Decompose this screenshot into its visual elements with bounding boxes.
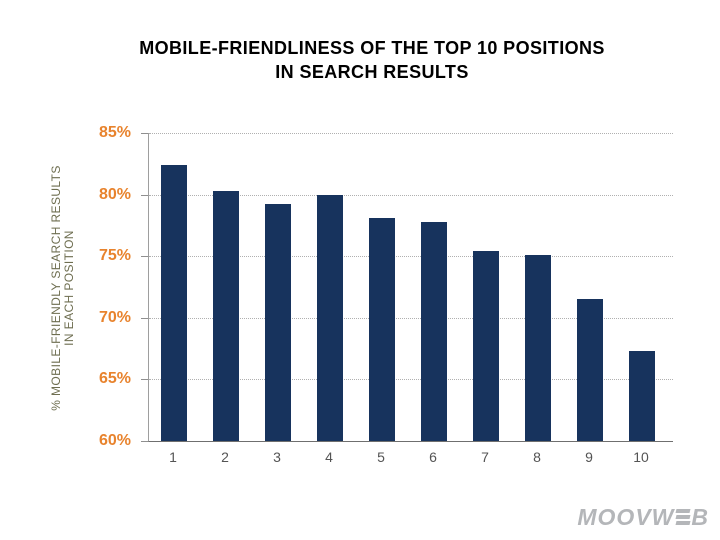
gridline-75 <box>149 256 673 258</box>
y-tick-mark-70 <box>141 317 148 319</box>
y-tick-label-65: 65% <box>98 370 131 388</box>
x-tick-label-2: 2 <box>221 449 229 465</box>
y-tick-label-60: 60% <box>98 432 131 449</box>
y-tick-mark-60 <box>141 441 148 442</box>
y-tick-label-70: 70% <box>98 308 131 326</box>
x-tick-label-8: 8 <box>533 449 541 465</box>
x-tick-label-10: 10 <box>633 449 649 465</box>
y-tick-mark-75 <box>141 256 148 258</box>
gridline-65 <box>149 379 673 381</box>
y-tick-label-80: 80% <box>98 185 131 203</box>
bar-position-1 <box>161 165 187 441</box>
y-tick-mark-65 <box>141 379 148 381</box>
bar-position-8 <box>525 254 551 441</box>
gridline-80 <box>149 194 673 196</box>
logo-text-after: B <box>691 504 709 530</box>
bar-position-7 <box>473 251 499 441</box>
chart-title: MOBILE-FRIENDLINESS OF THE TOP 10 POSITI… <box>24 36 720 84</box>
logo-e-bars-icon <box>675 509 691 525</box>
x-tick-label-5: 5 <box>377 449 385 465</box>
bar-position-10 <box>629 351 655 441</box>
bar-position-5 <box>369 218 395 441</box>
x-tick-label-1: 1 <box>169 449 177 465</box>
x-tick-label-7: 7 <box>481 449 489 465</box>
gridline-85 <box>149 133 673 134</box>
bar-position-9 <box>577 299 603 441</box>
y-tick-label-75: 75% <box>98 247 131 265</box>
x-tick-label-9: 9 <box>585 449 593 465</box>
y-tick-label-85: 85% <box>98 124 131 141</box>
x-tick-label-4: 4 <box>325 449 333 465</box>
y-tick-mark-85 <box>141 133 148 134</box>
bar-position-6 <box>421 221 447 441</box>
bar-position-3 <box>265 204 291 441</box>
moovweb-logo: MOOVW B <box>577 506 709 529</box>
logo-text-before: MOOVW <box>577 504 675 530</box>
y-tick-mark-80 <box>141 194 148 196</box>
bar-position-2 <box>213 190 239 441</box>
chart-title-line2: IN SEARCH RESULTS <box>275 62 469 82</box>
gridline-70 <box>149 317 673 319</box>
chart-title-line1: MOBILE-FRIENDLINESS OF THE TOP 10 POSITI… <box>139 38 605 58</box>
bar-position-4 <box>317 194 343 441</box>
x-tick-label-6: 6 <box>429 449 437 465</box>
x-tick-label-3: 3 <box>273 449 281 465</box>
plot-area <box>148 133 673 442</box>
